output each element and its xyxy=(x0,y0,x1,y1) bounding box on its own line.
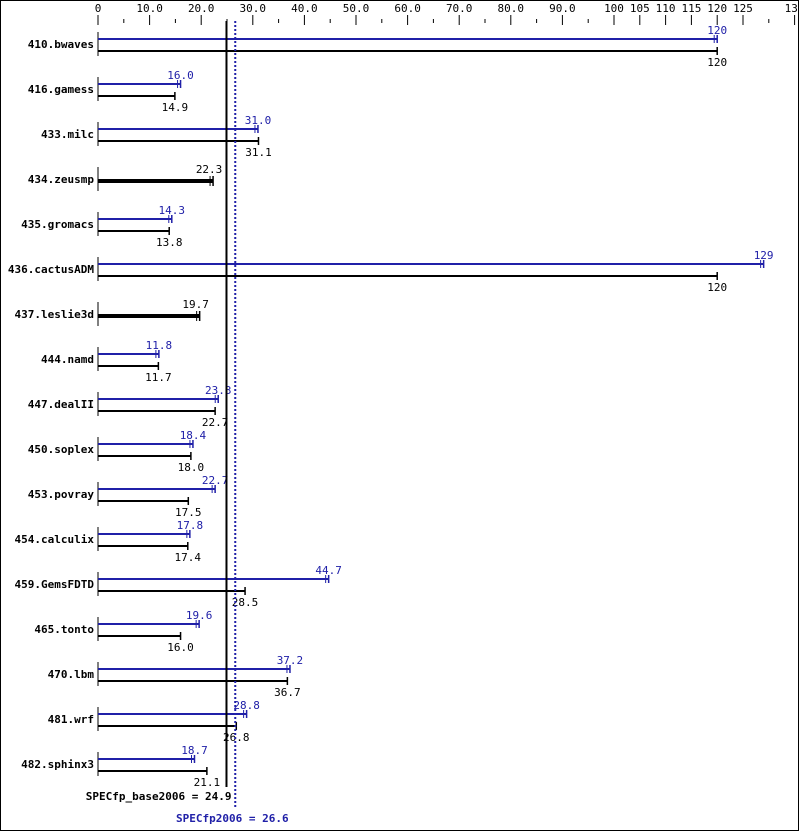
x-tick-label: 30.0 xyxy=(240,2,267,15)
peak-value-label: 18.7 xyxy=(181,744,208,757)
base-value-label: 22.7 xyxy=(202,416,229,429)
category-label: 436.cactusADM xyxy=(8,263,94,276)
base-value-label: 120 xyxy=(707,281,727,294)
category-label: 437.leslie3d xyxy=(15,308,94,321)
category-label: 482.sphinx3 xyxy=(21,758,94,771)
peak-value-label: 19.6 xyxy=(186,609,213,622)
base-value-label: 19.7 xyxy=(182,298,209,311)
peak-value-label: 14.3 xyxy=(159,204,186,217)
base-value-label: 120 xyxy=(707,56,727,69)
peak-value-label: 16.0 xyxy=(167,69,194,82)
base-value-label: 16.0 xyxy=(167,641,194,654)
x-tick-label: 0 xyxy=(95,2,102,15)
base-value-label: 17.4 xyxy=(175,551,202,564)
category-label: 453.povray xyxy=(28,488,95,501)
x-tick-label: 105 xyxy=(630,2,650,15)
x-tick-label: 50.0 xyxy=(343,2,370,15)
base-value-label: 14.9 xyxy=(162,101,189,114)
category-label: 454.calculix xyxy=(15,533,95,546)
category-label: 444.namd xyxy=(41,353,94,366)
x-tick-label: 100 xyxy=(604,2,624,15)
category-label: 416.gamess xyxy=(28,83,94,96)
peak-value-label: 129 xyxy=(754,249,774,262)
base-value-label: 22.3 xyxy=(196,163,223,176)
x-tick-label: 60.0 xyxy=(394,2,421,15)
x-tick-label: 80.0 xyxy=(498,2,525,15)
peak-value-label: 11.8 xyxy=(146,339,173,352)
category-label: 459.GemsFDTD xyxy=(15,578,95,591)
x-tick-label: 10.0 xyxy=(136,2,163,15)
base-reference-label: SPECfp_base2006 = 24.9 xyxy=(86,790,232,803)
x-tick-label: 70.0 xyxy=(446,2,473,15)
x-tick-label: 40.0 xyxy=(291,2,318,15)
x-tick-label: 125 xyxy=(733,2,753,15)
peak-value-label: 28.8 xyxy=(233,699,260,712)
category-label: 435.gromacs xyxy=(21,218,94,231)
base-value-label: 36.7 xyxy=(274,686,301,699)
base-value-label: 26.8 xyxy=(223,731,250,744)
peak-value-label: 22.7 xyxy=(202,474,229,487)
peak-value-label: 17.8 xyxy=(177,519,204,532)
category-label: 434.zeusmp xyxy=(28,173,95,186)
peak-reference-label: SPECfp2006 = 26.6 xyxy=(176,812,289,825)
x-tick-label: 135 xyxy=(785,2,798,15)
category-label: 470.lbm xyxy=(48,668,95,681)
x-tick-label: 120 xyxy=(707,2,727,15)
x-tick-label: 20.0 xyxy=(188,2,215,15)
base-value-label: 11.7 xyxy=(145,371,172,384)
base-value-label: 17.5 xyxy=(175,506,202,519)
base-value-label: 21.1 xyxy=(194,776,221,789)
category-label: 447.dealII xyxy=(28,398,94,411)
peak-value-label: 31.0 xyxy=(245,114,272,127)
x-tick-label: 115 xyxy=(681,2,701,15)
category-label: 465.tonto xyxy=(34,623,94,636)
peak-value-label: 23.3 xyxy=(205,384,232,397)
peak-value-label: 120 xyxy=(707,24,727,37)
peak-value-label: 44.7 xyxy=(315,564,342,577)
x-tick-label: 90.0 xyxy=(549,2,576,15)
base-value-label: 31.1 xyxy=(245,146,272,159)
category-label: 433.milc xyxy=(41,128,94,141)
peak-value-label: 37.2 xyxy=(277,654,304,667)
base-value-label: 18.0 xyxy=(178,461,205,474)
category-label: 481.wrf xyxy=(48,713,94,726)
category-label: 410.bwaves xyxy=(28,38,94,51)
category-label: 450.soplex xyxy=(28,443,95,456)
peak-value-label: 18.4 xyxy=(180,429,207,442)
base-value-label: 28.5 xyxy=(232,596,259,609)
x-tick-label: 110 xyxy=(656,2,676,15)
base-value-label: 13.8 xyxy=(156,236,183,249)
